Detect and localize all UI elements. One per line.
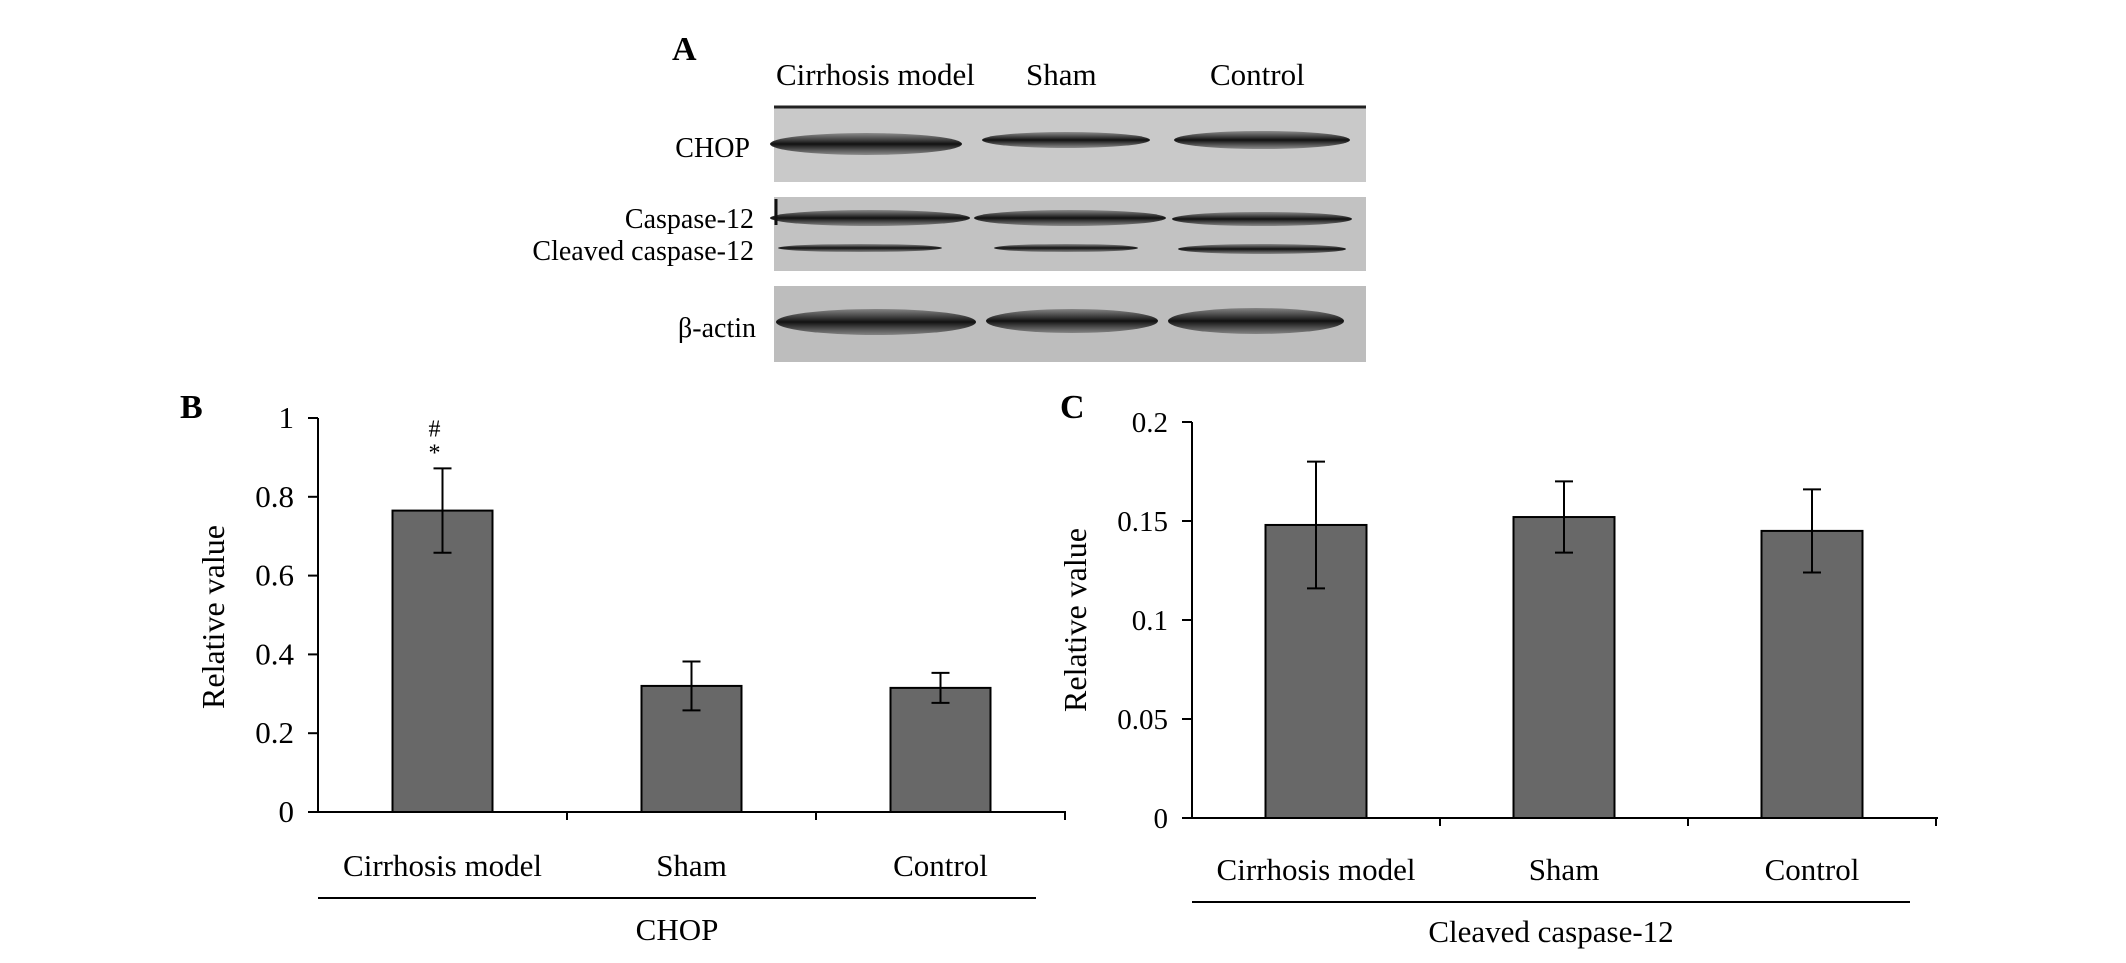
chart-b-category-label: Sham: [656, 848, 727, 883]
chart-c-y-tick-label: 0.05: [1117, 704, 1168, 736]
band-actin-control: [1168, 308, 1344, 334]
band-cleaved-sham: [994, 244, 1138, 252]
chart-c-y-tick-label: 0.2: [1132, 407, 1168, 439]
band-cleaved-cirrhosis: [778, 244, 942, 252]
chart-c-y-tick-label: 0.1: [1132, 605, 1168, 637]
blot-lane-label-control: Control: [1210, 57, 1305, 92]
chart-c-category-label: Control: [1765, 852, 1860, 887]
chart-c-y-label: Relative value: [1057, 528, 1093, 712]
chart-b-y-tick-label: 0: [279, 794, 295, 829]
band-casp12-control: [1172, 212, 1352, 226]
chart-b-x-label: CHOP: [636, 912, 719, 947]
band-casp12-sham: [974, 210, 1166, 226]
blot-row-label-caspase12: Caspase-12: [625, 204, 754, 235]
chart-c-category-label: Cirrhosis model: [1217, 852, 1416, 887]
panel-a-label: A: [672, 31, 697, 68]
blot-lane-label-sham: Sham: [1026, 57, 1097, 92]
blot-strip-chop: [770, 105, 1366, 182]
chart-c-category-label: Sham: [1529, 852, 1600, 887]
chart-b-y-tick-label: 0.4: [255, 636, 294, 671]
chart-b-chop: 0 0.2 0.4 0.6 0.8 1 Cirrhosis model #* Sham Contr…: [195, 400, 1066, 947]
band-chop-sham: [982, 132, 1150, 148]
blot-row-label-actin: β-actin: [678, 313, 756, 344]
chart-c-bar: [1512, 516, 1616, 819]
band-chop-control: [1174, 131, 1350, 149]
chart-b-significance-mark: #: [429, 416, 441, 442]
band-actin-sham: [986, 309, 1158, 333]
panel-b-label: B: [180, 389, 203, 426]
chart-b-bar: [391, 509, 494, 813]
chart-b-y-tick-label: 0.8: [255, 479, 294, 514]
panel-c-label: C: [1060, 389, 1085, 426]
chart-c-y-tick-label: 0.15: [1117, 506, 1168, 538]
chart-c-bar: [1760, 529, 1864, 820]
blot-row-label-chop: CHOP: [675, 133, 750, 164]
chart-b-category-label: Cirrhosis model: [343, 848, 542, 883]
chart-b-y-tick-label: 1: [279, 400, 295, 435]
band-casp12-cirrhosis: [770, 210, 970, 226]
chart-b-significance-mark: *: [429, 440, 441, 466]
chart-c-x-label: Cleaved caspase-12: [1428, 914, 1673, 949]
chart-c-cleaved-caspase12: 0 0.05 0.1 0.15 0.2 Cirrhosis model Sham Contro…: [1057, 407, 1938, 949]
blot-lane-label-cirrhosis: Cirrhosis model: [776, 57, 975, 92]
band-chop-cirrhosis: [770, 133, 962, 155]
band-actin-cirrhosis: [776, 309, 976, 335]
blot-strip-actin: [774, 286, 1366, 362]
band-cleaved-control: [1178, 244, 1346, 254]
chart-b-category-label: Control: [893, 848, 988, 883]
blot-row-label-cleaved: Cleaved caspase-12: [532, 236, 754, 267]
chart-b-y-tick-label: 0.6: [255, 558, 294, 593]
chart-b-y-tick-label: 0.2: [255, 715, 294, 750]
chart-b-bar: [889, 686, 992, 814]
chart-b-y-label: Relative value: [195, 525, 231, 709]
chart-c-y-tick-label: 0: [1154, 803, 1169, 835]
blot-strip-caspase12: [770, 197, 1366, 271]
